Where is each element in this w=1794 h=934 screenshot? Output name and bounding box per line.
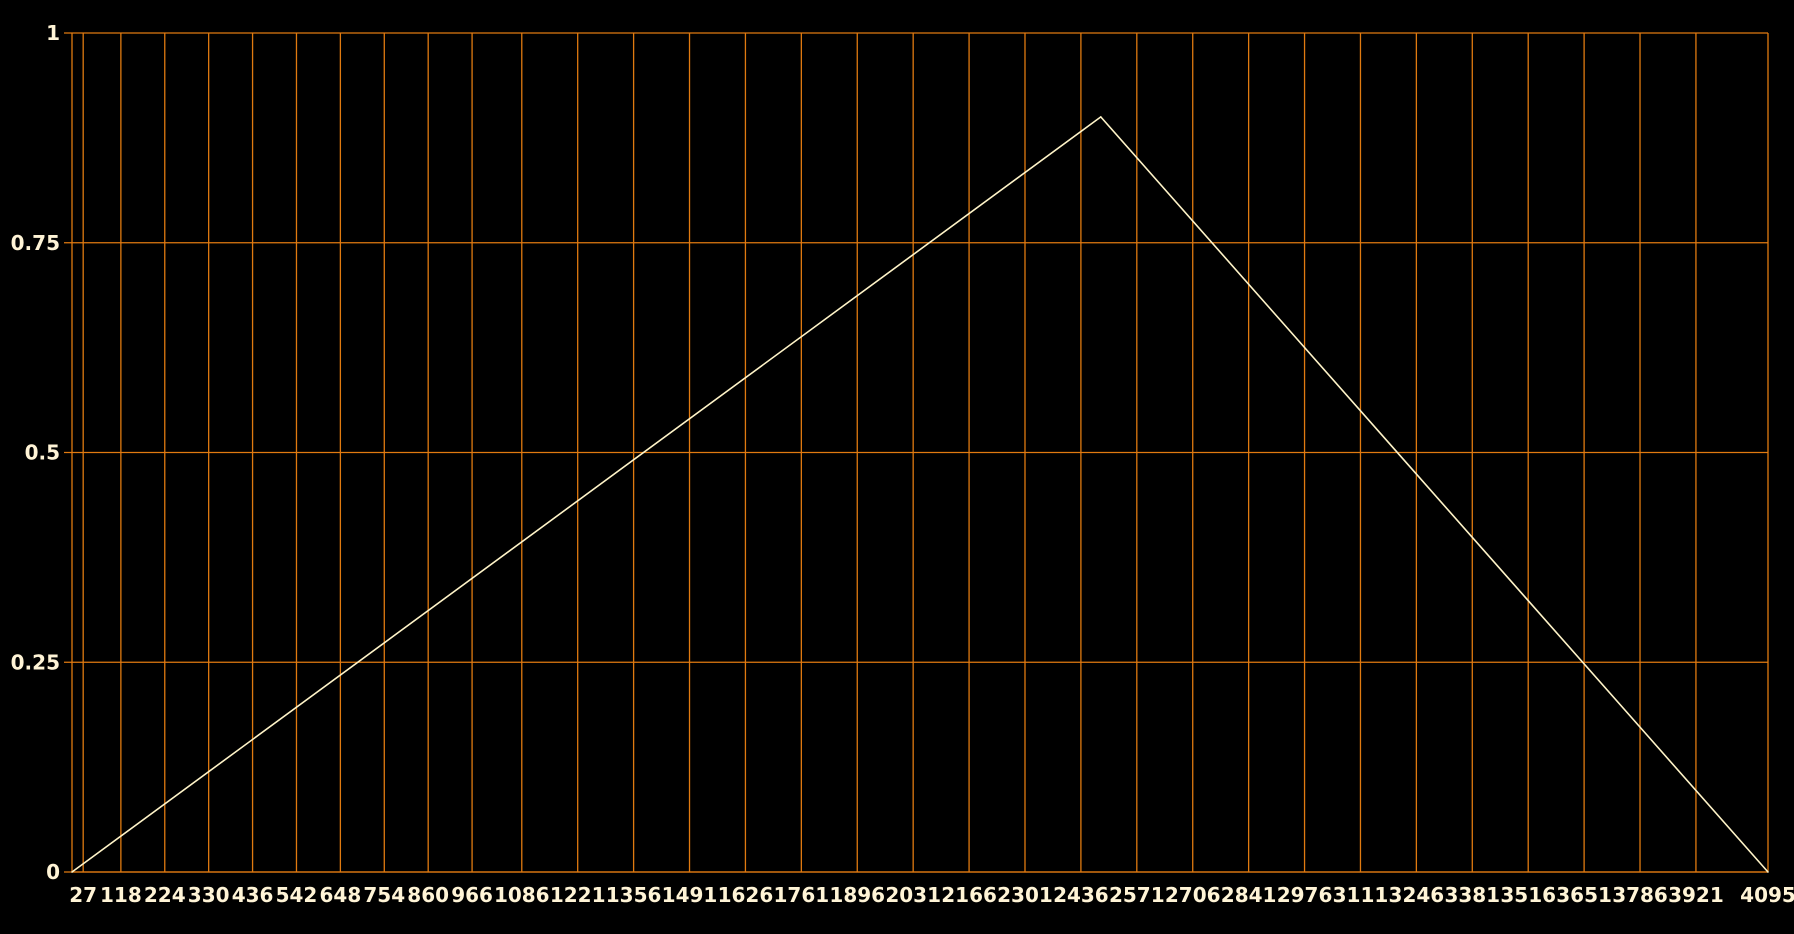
x-tick-label: 1761 [774, 883, 830, 907]
data-point [71, 871, 73, 873]
x-tick-label: 1626 [718, 883, 774, 907]
x-tick-label: 4095 [1740, 883, 1794, 907]
x-tick-label: 1896 [829, 883, 885, 907]
x-tick-label: 1491 [662, 883, 718, 907]
x-tick-label: 3921 [1668, 883, 1724, 907]
x-tick-label: 2166 [941, 883, 997, 907]
x-tick-label: 542 [276, 883, 318, 907]
x-tick-labels: 27 118 224 330 436 542 648 754 860 966 1086 1221 135… [69, 883, 1794, 907]
y-tick-label: 0.5 [25, 441, 60, 465]
x-tick-label: 754 [363, 883, 405, 907]
x-tick-label: 1356 [606, 883, 662, 907]
x-tick-label: 3651 [1556, 883, 1612, 907]
axes [71, 33, 1768, 873]
x-tick-label: 2436 [1053, 883, 1109, 907]
data-point [1099, 116, 1102, 118]
x-tick-label: 3516 [1500, 883, 1556, 907]
y-tick-label: 1 [46, 21, 60, 45]
x-tick-label: 1221 [550, 883, 606, 907]
x-tick-label: 2706 [1165, 883, 1221, 907]
y-tick-label: 0.25 [11, 650, 60, 674]
x-tick-label: 224 [144, 883, 186, 907]
x-tick-label: 1086 [494, 883, 550, 907]
x-tick-label: 3786 [1612, 883, 1668, 907]
x-tick-label: 860 [407, 883, 449, 907]
x-tick-label: 2976 [1277, 883, 1333, 907]
x-tick-label: 3246 [1389, 883, 1445, 907]
x-tick-label: 27 [69, 883, 97, 907]
x-tick-label: 648 [320, 883, 362, 907]
y-tick-labels: 0 0.25 0.5 0.75 1 [11, 21, 60, 884]
y-tick-label: 0 [46, 860, 60, 884]
series-layer [71, 115, 1769, 873]
x-tick-label: 330 [188, 883, 230, 907]
y-tick-label: 0.75 [11, 231, 60, 255]
x-tick-label: 966 [451, 883, 493, 907]
x-tick-label: 2031 [885, 883, 941, 907]
data-point [1767, 871, 1769, 873]
x-tick-label: 2571 [1109, 883, 1165, 907]
x-tick-label: 2841 [1221, 883, 1277, 907]
x-tick-label: 3111 [1333, 883, 1389, 907]
x-tick-label: 3381 [1444, 883, 1500, 907]
x-tick-label: 436 [232, 883, 274, 907]
x-tick-label: 118 [100, 883, 142, 907]
x-tick-label: 2301 [997, 883, 1053, 907]
